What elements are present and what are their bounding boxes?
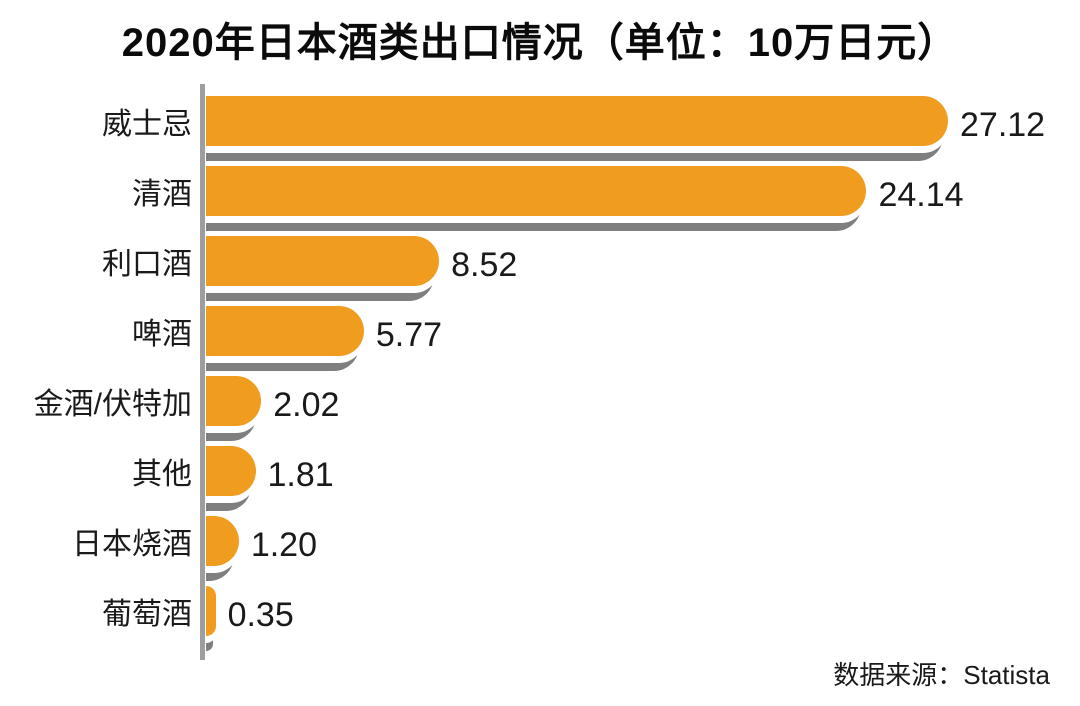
bar (206, 516, 239, 566)
category-label: 日本烧酒 (72, 528, 192, 561)
bar-area: 1.81 (206, 446, 334, 512)
bar-area: 5.77 (206, 306, 442, 372)
bar (206, 166, 867, 216)
bar-row: 日本烧酒 1.20 (0, 516, 1080, 586)
bar-area: 2.02 (206, 376, 339, 442)
chart-title: 2020年日本酒类出口情况（单位：10万日元） (121, 21, 959, 65)
bar-area: 27.12 (206, 96, 1045, 162)
bar-row: 利口酒 8.52 (0, 236, 1080, 306)
y-axis-line (200, 84, 205, 660)
bar-rows: 威士忌 27.12 清酒 24.14 利口酒 8.52 啤酒 5.77 金酒/伏特加 2.02 其他… (0, 96, 1080, 656)
bar-area: 24.14 (206, 166, 964, 232)
category-label: 啤酒 (132, 318, 192, 351)
bar-row: 葡萄酒 0.35 (0, 586, 1080, 656)
bar-area: 0.35 (206, 586, 294, 652)
bar-row: 其他 1.81 (0, 446, 1080, 516)
bar (206, 236, 440, 286)
value-label: 24.14 (878, 176, 964, 214)
bar (206, 306, 364, 356)
value-label: 1.20 (250, 526, 318, 564)
value-label: 8.52 (451, 246, 518, 284)
bar (206, 446, 256, 496)
data-source-label: 数据来源：Statista (833, 660, 1050, 690)
bar (206, 96, 948, 146)
category-label: 葡萄酒 (102, 598, 192, 631)
bar (206, 586, 216, 636)
bar (206, 376, 262, 426)
value-label: 5.77 (375, 316, 443, 354)
bar-row: 清酒 24.14 (0, 166, 1080, 236)
category-label: 利口酒 (102, 248, 192, 281)
category-label: 其他 (132, 458, 192, 491)
category-label: 金酒/伏特加 (33, 388, 192, 421)
category-label: 威士忌 (102, 108, 192, 141)
value-label: 27.12 (960, 106, 1046, 144)
value-label: 2.02 (273, 386, 340, 424)
value-label: 0.35 (227, 596, 294, 634)
category-label: 清酒 (132, 178, 192, 211)
bar-row: 金酒/伏特加 2.02 (0, 376, 1080, 446)
value-label: 1.81 (267, 456, 334, 494)
bar-area: 8.52 (206, 236, 517, 302)
bar-row: 啤酒 5.77 (0, 306, 1080, 376)
bar-area: 1.20 (206, 516, 317, 582)
bar-row: 威士忌 27.12 (0, 96, 1080, 166)
